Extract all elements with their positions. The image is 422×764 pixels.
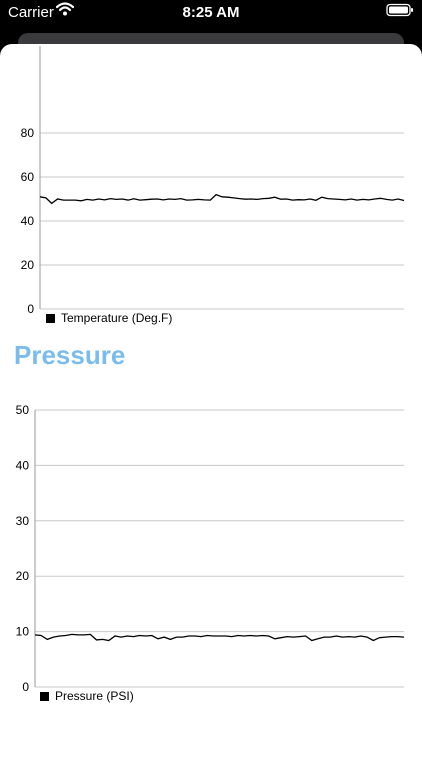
pressure-y-tick-label: 0 — [22, 680, 29, 694]
temperature-y-tick-label: 80 — [21, 126, 35, 140]
legend-swatch — [46, 313, 55, 323]
temperature-series-line — [39, 193, 405, 205]
temperature-y-tick-label: 40 — [21, 214, 35, 228]
pressure-section-title: Pressure — [14, 340, 126, 370]
pressure-series-line — [34, 633, 405, 642]
pressure-y-tick-label: 40 — [16, 458, 30, 472]
legend-swatch — [40, 691, 49, 701]
temperature-y-tick-label: 60 — [21, 170, 35, 184]
temperature-legend-label: Temperature (Deg.F) — [61, 311, 173, 325]
carrier-label: Carrier — [8, 4, 54, 21]
pressure-y-tick-label: 20 — [16, 569, 30, 583]
pressure-legend: Pressure (PSI) — [40, 689, 134, 703]
wifi-icon — [55, 2, 75, 21]
pressure-legend-label: Pressure (PSI) — [55, 689, 134, 703]
temperature-y-tick-label: 0 — [27, 302, 34, 316]
clock: 8:25 AM — [182, 4, 240, 21]
battery-icon — [386, 3, 414, 22]
temperature-y-tick-label: 20 — [21, 258, 35, 272]
temperature-legend: Temperature (Deg.F) — [46, 311, 172, 325]
pressure-y-tick-label: 30 — [16, 514, 30, 528]
chart-sheet[interactable] — [0, 44, 422, 764]
pressure-y-tick-label: 10 — [16, 625, 30, 639]
temperature-chart: 0 20 40 60 80 — [21, 46, 405, 316]
pressure-y-tick-label: 50 — [16, 403, 30, 417]
